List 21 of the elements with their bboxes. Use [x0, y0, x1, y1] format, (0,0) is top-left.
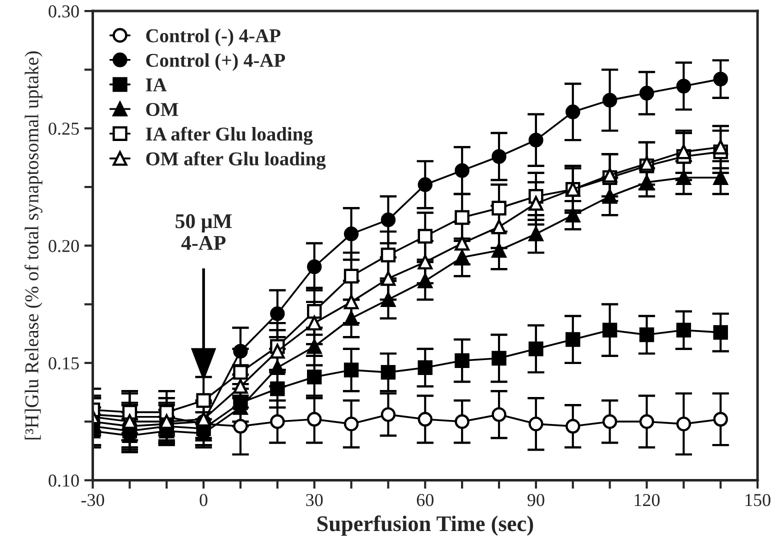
y-tick-label: 0.20	[48, 240, 79, 252]
y-tick-label: 0.15	[48, 357, 79, 370]
y-tick-label: 0.30	[48, 5, 79, 18]
legend-label: OM	[146, 102, 178, 116]
annotation: 50 μM 4-AP	[176, 214, 232, 250]
legend-label: IA	[146, 78, 167, 92]
x-tick-label: 120	[634, 494, 660, 506]
y-tick-label: 0.10	[48, 474, 79, 487]
legend-label: IA after Glu loading	[146, 126, 313, 145]
x-tick-label: 30	[306, 494, 323, 506]
y-axis-title: [³H]Glu Release (% of total synaptosomal uptake)	[24, 51, 42, 440]
x-tick-label: 90	[528, 494, 544, 506]
y-tick-label: 0.25	[48, 122, 79, 135]
x-tick-label: 150	[746, 494, 770, 506]
x-tick-label: 60	[416, 494, 434, 506]
legend-label: Control (-) 4-AP	[146, 28, 280, 46]
x-tick-label: -30	[81, 494, 104, 506]
x-axis-title: Superfusion Time (sec)	[317, 515, 534, 536]
legend-label: OM after Glu loading	[146, 152, 326, 170]
x-tick-label: 0	[200, 494, 208, 506]
legend-label: Control (+) 4-AP	[146, 53, 286, 71]
